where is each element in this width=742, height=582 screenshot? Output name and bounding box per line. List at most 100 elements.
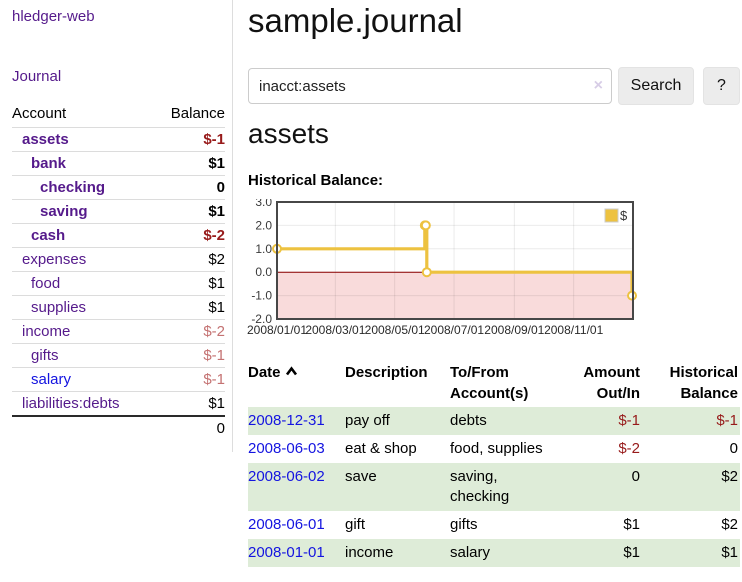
transaction-accounts: gifts (450, 516, 478, 533)
account-row: saving $1 (12, 199, 225, 224)
date-column-header[interactable]: Date (248, 364, 281, 381)
svg-text:2.0: 2.0 (255, 218, 272, 232)
transaction-row[interactable]: 2008-01-01 income salary $1 $1 (248, 539, 740, 567)
register-header-row: Date Description To/From Account(s) Amou… (248, 362, 740, 407)
account-row: checking 0 (12, 175, 225, 200)
sidebar-item-journal[interactable]: Journal (12, 68, 62, 85)
transaction-row[interactable]: 2008-06-02 save saving, checking 0 $2 (248, 463, 740, 511)
transaction-date-link[interactable]: 2008-06-02 (248, 468, 325, 485)
account-link-supplies[interactable]: supplies (31, 299, 87, 316)
account-heading: assets (248, 118, 329, 149)
app-title-link[interactable]: hledger-web (12, 8, 95, 25)
transaction-accounts: saving, checking (450, 468, 510, 505)
account-link-checking[interactable]: checking (40, 179, 106, 196)
accounts-table-header: Account Balance (12, 102, 225, 128)
account-row: expenses $2 (12, 247, 225, 272)
transaction-balance: $-1 (716, 412, 738, 429)
accounts-column-header: To/From Account(s) (450, 364, 529, 402)
svg-text:-1.0: -1.0 (251, 289, 272, 303)
account-balance: $-1 (153, 367, 225, 392)
transaction-accounts: food, supplies (450, 440, 543, 457)
account-balance: 0 (153, 175, 225, 200)
svg-text:-2.0: -2.0 (251, 312, 272, 326)
chart-title: Historical Balance: (248, 172, 384, 189)
account-balance: $-2 (153, 319, 225, 344)
description-column-header: Description (345, 364, 428, 381)
account-row: liabilities:debts $1 (12, 391, 225, 416)
accounts-total-row: 0 (12, 415, 225, 440)
account-balance: $1 (153, 271, 225, 296)
account-link-saving[interactable]: saving (40, 203, 88, 220)
historical-balance-chart: $3.0 2.0 1.0 0.0 -1.0 -2.0 2008/01/01 2008/03/0… (245, 195, 645, 345)
account-row: food $1 (12, 271, 225, 296)
account-balance: $2 (153, 247, 225, 272)
account-link-expenses[interactable]: expenses (22, 251, 87, 268)
transaction-balance: $1 (721, 544, 738, 561)
account-link-food[interactable]: food (31, 275, 61, 292)
register-table: Date Description To/From Account(s) Amou… (248, 362, 740, 567)
account-row: salary $-1 (12, 367, 225, 392)
transaction-date-link[interactable]: 2008-06-03 (248, 440, 325, 457)
transaction-amount: 0 (631, 468, 640, 485)
account-row: cash $-2 (12, 223, 225, 248)
account-link-cash[interactable]: cash (31, 227, 66, 244)
transaction-row[interactable]: 2008-06-03 eat & shop food, supplies $-2… (248, 435, 740, 463)
account-balance: $1 (153, 199, 225, 224)
transaction-description: eat & shop (345, 440, 417, 457)
transaction-description: income (345, 544, 394, 561)
account-row: bank $1 (12, 151, 225, 176)
svg-text:2008/03/01: 2008/03/01 (305, 323, 365, 337)
account-balance: $1 (153, 151, 225, 176)
svg-text:$: $ (620, 208, 628, 223)
account-link-income[interactable]: income (22, 323, 71, 340)
svg-text:3.0: 3.0 (255, 199, 272, 209)
transaction-balance: $2 (721, 516, 738, 533)
svg-text:1.0: 1.0 (255, 242, 272, 256)
svg-text:0.0: 0.0 (255, 265, 272, 279)
clear-search-icon[interactable]: × (593, 77, 603, 94)
main-content: sample.journal × Search ? assets Histori… (245, 0, 742, 582)
account-link-liabilities-debts[interactable]: liabilities:debts (22, 395, 120, 412)
account-column-header: Account (12, 105, 67, 122)
transaction-accounts: salary (450, 544, 491, 561)
account-link-gifts[interactable]: gifts (31, 347, 59, 364)
balance-column-header: Historical Balance (669, 364, 738, 402)
transaction-description: pay off (345, 412, 390, 429)
accounts-table: Account Balance assets $-1 bank $1 check… (12, 102, 225, 440)
search-bar: × Search ? (248, 67, 742, 105)
account-balance: $1 (153, 391, 225, 416)
account-row: income $-2 (12, 319, 225, 344)
search-input[interactable] (248, 68, 612, 104)
account-link-salary[interactable]: salary (31, 371, 72, 388)
account-balance: $-2 (153, 223, 225, 248)
transaction-description: save (345, 468, 377, 485)
transaction-description: gift (345, 516, 366, 533)
transaction-accounts: debts (450, 412, 487, 429)
transaction-date-link[interactable]: 2008-12-31 (248, 412, 325, 429)
accounts-total-value: 0 (153, 415, 225, 440)
sidebar: hledger-web Journal Account Balance asse… (0, 0, 233, 452)
account-row: gifts $-1 (12, 343, 225, 368)
transaction-date-link[interactable]: 2008-01-01 (248, 544, 325, 561)
account-balance: $1 (153, 295, 225, 320)
amount-column-header: Amount Out/In (583, 364, 640, 402)
help-button[interactable]: ? (703, 67, 740, 105)
transaction-amount: $-1 (618, 412, 640, 429)
page-title: sample.journal (248, 2, 463, 39)
account-row: assets $-1 (12, 127, 225, 152)
search-button[interactable]: Search (618, 67, 694, 105)
account-balance: $-1 (153, 343, 225, 368)
account-link-bank[interactable]: bank (31, 155, 67, 172)
transaction-amount: $1 (623, 544, 640, 561)
transaction-row[interactable]: 2008-06-01 gift gifts $1 $2 (248, 511, 740, 539)
transaction-amount: $1 (623, 516, 640, 533)
transaction-balance: 0 (729, 440, 738, 457)
svg-text:2008/11/01: 2008/11/01 (544, 323, 603, 337)
transaction-date-link[interactable]: 2008-06-01 (248, 516, 325, 533)
account-link-assets[interactable]: assets (22, 131, 69, 148)
transaction-row[interactable]: 2008-12-31 pay off debts $-1 $-1 (248, 407, 740, 435)
svg-text:2008/07/01: 2008/07/01 (424, 323, 484, 337)
svg-text:2008/09/01: 2008/09/01 (484, 323, 544, 337)
svg-text:2008/01/01: 2008/01/01 (247, 323, 307, 337)
account-balance: $-1 (153, 127, 225, 152)
